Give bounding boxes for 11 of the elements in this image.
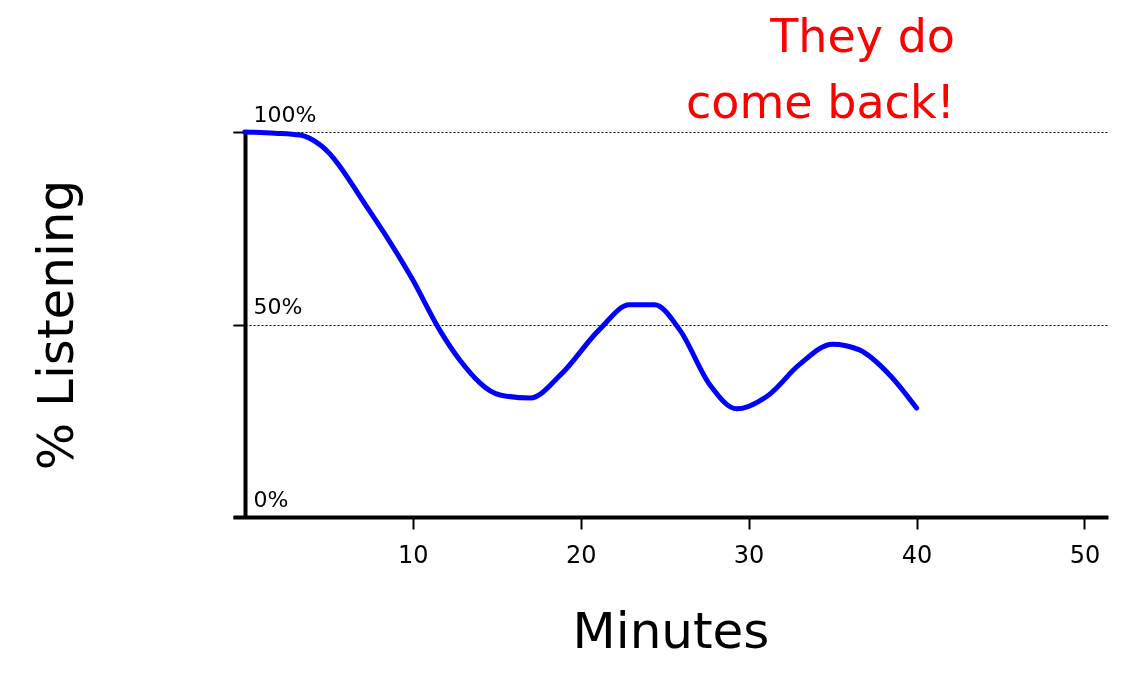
- x-axis-title: Minutes: [572, 601, 770, 660]
- text: They do come back!: [686, 9, 955, 129]
- x-tick-label: 20: [565, 540, 597, 569]
- y-tick-label: 100%: [253, 101, 317, 127]
- y-axis-title: % Listening: [26, 179, 85, 471]
- x-tick-label: 30: [733, 540, 765, 569]
- x-tick-label: 10: [397, 540, 429, 569]
- y-tick-label: 0%: [253, 486, 289, 512]
- x-tick-label: 50: [1069, 540, 1101, 569]
- y-tick-label: 50%: [253, 294, 303, 319]
- x-tick-label: 40: [901, 540, 933, 569]
